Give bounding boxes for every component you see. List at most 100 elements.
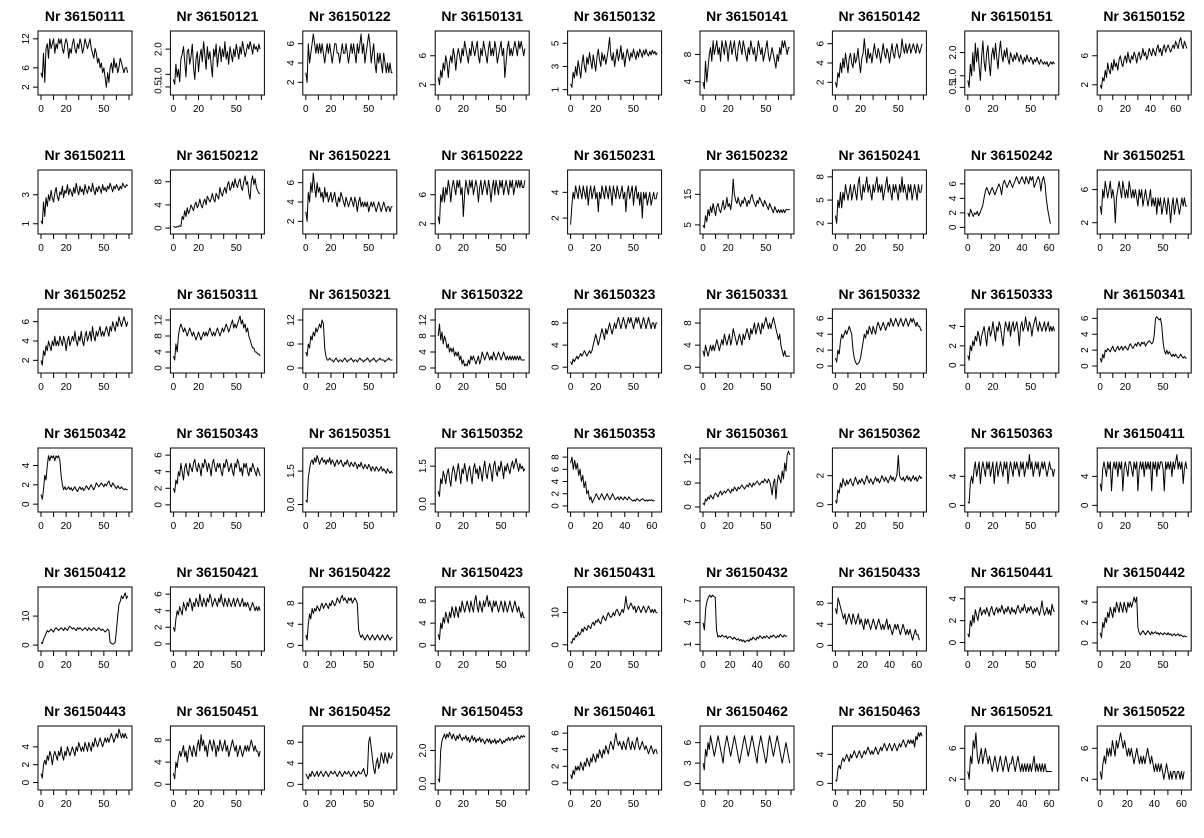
panel-title: Nr 36150111 xyxy=(45,8,125,24)
x-tick-label: 50 xyxy=(628,660,640,671)
y-tick-label: 4 xyxy=(21,462,32,468)
x-tick-label: 20 xyxy=(61,660,73,671)
x-tick-label: 0 xyxy=(435,243,441,254)
panel-29: Nr 36150343 0 2 4 6 0 20 50 xyxy=(153,425,265,532)
y-tick-label: 8 xyxy=(683,320,694,326)
y-tick-label: 8 xyxy=(683,51,694,57)
x-tick-label: 0 xyxy=(1097,382,1103,393)
y-tick-label: 0 xyxy=(815,363,826,369)
x-tick-label: 50 xyxy=(231,104,243,115)
y-tick-label: 1 xyxy=(21,221,32,227)
x-tick-label: 0 xyxy=(435,799,441,810)
panel-8: Nr 36150151 0.51.0 2.0 0 20 50 xyxy=(948,8,1060,115)
panel-title: Nr 36150152 xyxy=(1103,8,1185,24)
panel-1: Nr 36150111 2 6 12 0 20 50 xyxy=(21,8,133,115)
x-tick-label: 0 xyxy=(1097,521,1103,532)
y-tick-label: 0 xyxy=(153,225,164,231)
plot-frame xyxy=(1096,725,1192,791)
series-line xyxy=(834,38,923,88)
y-tick-label: 0 xyxy=(948,502,959,508)
y-tick-label: 1.5 xyxy=(286,464,297,478)
y-tick-label: 4 xyxy=(153,349,164,355)
series-line xyxy=(305,33,393,83)
y-tick-label: 0.5 xyxy=(153,80,164,94)
x-tick-label: 20 xyxy=(1122,799,1134,810)
series-line xyxy=(834,597,920,641)
y-tick-label: 4 xyxy=(418,349,429,355)
series-line xyxy=(967,316,1055,361)
x-tick-label: 50 xyxy=(1157,243,1169,254)
plot-frame xyxy=(302,586,398,652)
panel-47: Nr 36150451 0 4 8 0 20 50 xyxy=(153,703,265,810)
x-tick-label: 50 xyxy=(760,799,772,810)
y-tick-label: 6 xyxy=(1080,186,1091,192)
x-tick-label: 0 xyxy=(435,660,441,671)
x-tick-label: 50 xyxy=(760,382,772,393)
y-tick-label: 2 xyxy=(815,472,826,478)
x-tick-label: 20 xyxy=(1120,243,1132,254)
y-tick-label: 2 xyxy=(815,79,826,85)
x-tick-label: 20 xyxy=(987,382,999,393)
x-tick-label: 20 xyxy=(458,243,470,254)
y-tick-label: 6 xyxy=(21,318,32,324)
y-tick-label: 2.0 xyxy=(948,45,959,59)
x-tick-label: 50 xyxy=(495,660,507,671)
x-tick-label: 20 xyxy=(725,660,737,671)
plot-frame xyxy=(169,725,265,791)
plot-frame xyxy=(567,30,663,96)
x-tick-label: 0 xyxy=(303,243,309,254)
y-tick-label: 12 xyxy=(21,33,32,45)
x-tick-label: 50 xyxy=(495,521,507,532)
y-tick-label: 6 xyxy=(815,40,826,46)
plot-frame xyxy=(434,586,530,652)
y-tick-label: 4 xyxy=(948,473,959,479)
x-tick-label: 20 xyxy=(987,660,999,671)
panel-title: Nr 36150211 xyxy=(45,147,126,163)
x-tick-label: 50 xyxy=(98,660,110,671)
y-tick-label: 6 xyxy=(1080,315,1091,321)
y-tick-label: 2 xyxy=(418,221,429,227)
panel-title: Nr 36150422 xyxy=(309,564,391,580)
panel-title: Nr 36150442 xyxy=(1103,564,1185,580)
y-tick-label: 2 xyxy=(948,210,959,216)
y-tick-label: 4 xyxy=(153,759,164,765)
x-tick-label: 20 xyxy=(723,382,735,393)
panel-title: Nr 36150322 xyxy=(441,286,523,302)
plot-frame xyxy=(964,447,1060,513)
x-tick-label: 50 xyxy=(98,382,110,393)
panel-title: Nr 36150352 xyxy=(441,425,523,441)
y-tick-label: 8 xyxy=(153,333,164,339)
y-tick-label: 6 xyxy=(286,40,297,46)
panel-title: Nr 36150351 xyxy=(309,425,391,441)
panel-title: Nr 36150412 xyxy=(44,564,126,580)
y-tick-label: 6 xyxy=(815,315,826,321)
x-tick-label: 20 xyxy=(590,660,602,671)
x-tick-label: 50 xyxy=(628,243,640,254)
plot-frame xyxy=(37,725,133,791)
x-tick-label: 20 xyxy=(857,660,869,671)
y-tick-label: 2 xyxy=(551,215,562,221)
series-line xyxy=(1099,37,1188,89)
y-tick-label: 4 xyxy=(551,746,562,752)
plot-frame xyxy=(169,30,265,96)
x-tick-label: 0 xyxy=(700,104,706,115)
panel-28: Nr 36150342 0 2 4 0 20 50 xyxy=(21,425,133,532)
y-tick-label: 0 xyxy=(551,364,562,370)
x-tick-label: 50 xyxy=(760,521,772,532)
x-tick-label: 50 xyxy=(363,799,375,810)
y-tick-label: 6 xyxy=(683,480,694,486)
panel-21: Nr 36150321 0 6 12 0 20 50 xyxy=(286,286,398,393)
panel-title: Nr 36150251 xyxy=(1103,147,1185,163)
y-tick-label: 0 xyxy=(153,365,164,371)
panel-title: Nr 36150353 xyxy=(574,425,656,441)
x-tick-label: 20 xyxy=(458,660,470,671)
x-tick-label: 0 xyxy=(303,660,309,671)
panel-37: Nr 36150412 0 10 0 20 50 xyxy=(21,564,133,671)
x-tick-label: 20 xyxy=(325,243,337,254)
panel-16: Nr 36150241 2 5 8 0 20 50 xyxy=(815,147,927,254)
y-tick-label: 7 xyxy=(683,598,694,604)
y-tick-label: 0 xyxy=(948,639,959,645)
panel-title: Nr 36150362 xyxy=(839,425,921,441)
x-tick-label: 0 xyxy=(1097,243,1103,254)
y-tick-label: 0 xyxy=(815,642,826,648)
